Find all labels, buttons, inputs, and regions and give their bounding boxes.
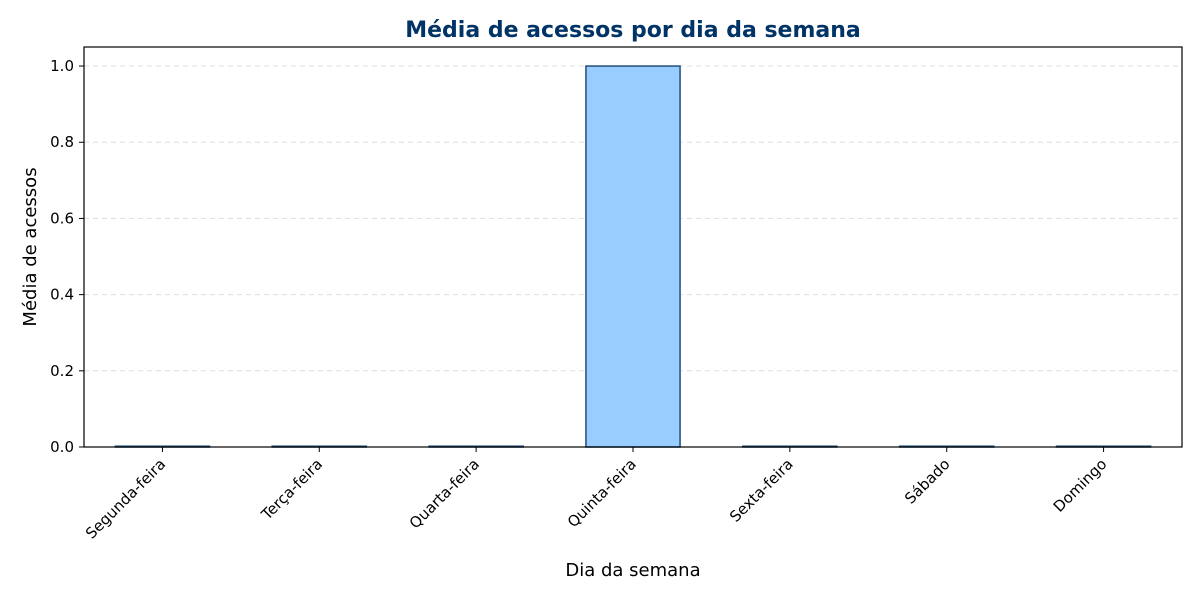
x-tick-label: Sábado <box>901 455 953 507</box>
x-tick-label: Quinta-feira <box>564 455 640 531</box>
y-tick-label: 1.0 <box>50 57 74 75</box>
y-axis-ticks: 0.0 0.2 0.4 0.6 0.8 1.0 <box>50 57 84 456</box>
y-tick-label: 0.0 <box>50 438 74 456</box>
bars <box>114 65 1152 448</box>
x-axis-ticks: Segunda-feira Terça-feira Quarta-feira Quin… <box>82 447 1110 542</box>
chart-title: Média de acessos por dia da semana <box>405 18 861 43</box>
x-axis-label: Dia da semana <box>565 560 700 581</box>
y-axis-label: Média de acessos <box>20 167 41 326</box>
y-tick-label: 0.8 <box>50 133 74 151</box>
x-tick-label: Segunda-feira <box>82 455 169 542</box>
x-tick-label: Sexta-feira <box>726 455 797 526</box>
x-tick-label: Terça-feira <box>257 455 326 524</box>
y-tick-label: 0.6 <box>50 209 74 227</box>
x-tick-label: Domingo <box>1050 455 1111 516</box>
y-tick-label: 0.2 <box>50 362 74 380</box>
bar-3 <box>585 65 681 448</box>
y-tick-label: 0.4 <box>50 286 74 304</box>
x-tick-label: Quarta-feira <box>406 455 483 532</box>
